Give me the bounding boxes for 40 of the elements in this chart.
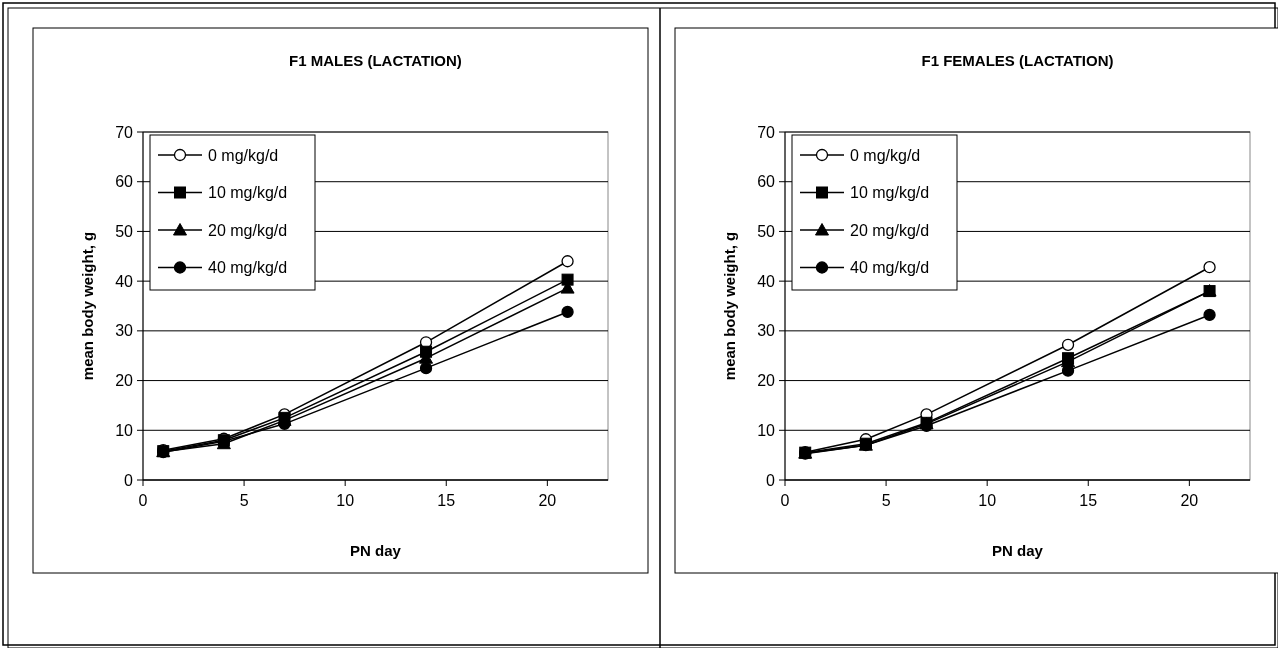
legend-label: 40 mg/kg/d bbox=[850, 259, 930, 277]
y-tick-label: 40 bbox=[757, 272, 776, 290]
y-tick-label: 50 bbox=[115, 223, 134, 241]
x-tick-label: 5 bbox=[881, 492, 891, 509]
x-tick-label: 15 bbox=[1079, 492, 1098, 509]
x-tick-label: 10 bbox=[336, 492, 355, 509]
y-tick-label: 20 bbox=[757, 372, 776, 390]
x-tick-label: 10 bbox=[978, 492, 997, 509]
x-tick-label: 5 bbox=[239, 492, 249, 509]
legend-label: 20 mg/kg/d bbox=[850, 221, 930, 239]
y-tick-label: 30 bbox=[757, 322, 776, 340]
y-tick-label: 40 bbox=[115, 272, 134, 290]
x-tick-label: 15 bbox=[437, 492, 456, 509]
y-tick-label: 50 bbox=[757, 223, 776, 241]
legend-label: 40 mg/kg/d bbox=[208, 259, 288, 277]
x-tick-label: 20 bbox=[1180, 492, 1199, 509]
x-tick-label: 0 bbox=[780, 492, 790, 509]
legend-label: 10 mg/kg/d bbox=[850, 184, 930, 202]
y-tick-label: 70 bbox=[757, 123, 776, 141]
y-tick-label: 60 bbox=[115, 173, 134, 191]
y-tick-label: 20 bbox=[115, 372, 134, 390]
y-tick-label: 10 bbox=[115, 421, 134, 439]
y-axis-title: mean body weight, g bbox=[79, 231, 96, 381]
y-tick-label: 10 bbox=[757, 421, 776, 439]
legend-label: 10 mg/kg/d bbox=[208, 184, 288, 202]
chart-title: F1 MALES (LACTATION) bbox=[289, 52, 462, 69]
legend-label: 0 mg/kg/d bbox=[208, 146, 279, 164]
x-axis-title: PN day bbox=[992, 542, 1044, 559]
x-tick-label: 0 bbox=[138, 492, 148, 509]
y-tick-label: 30 bbox=[115, 322, 134, 340]
y-tick-label: 0 bbox=[124, 471, 134, 489]
y-tick-label: 0 bbox=[766, 471, 776, 489]
y-axis-title: mean body weight, g bbox=[721, 231, 738, 381]
chart-title: F1 FEMALES (LACTATION) bbox=[921, 52, 1114, 69]
y-tick-label: 60 bbox=[757, 173, 776, 191]
legend-label: 0 mg/kg/d bbox=[850, 146, 921, 164]
legend-label: 20 mg/kg/d bbox=[208, 221, 288, 239]
x-tick-label: 20 bbox=[538, 492, 557, 509]
x-axis-title: PN day bbox=[350, 542, 402, 559]
y-tick-label: 70 bbox=[115, 123, 134, 141]
